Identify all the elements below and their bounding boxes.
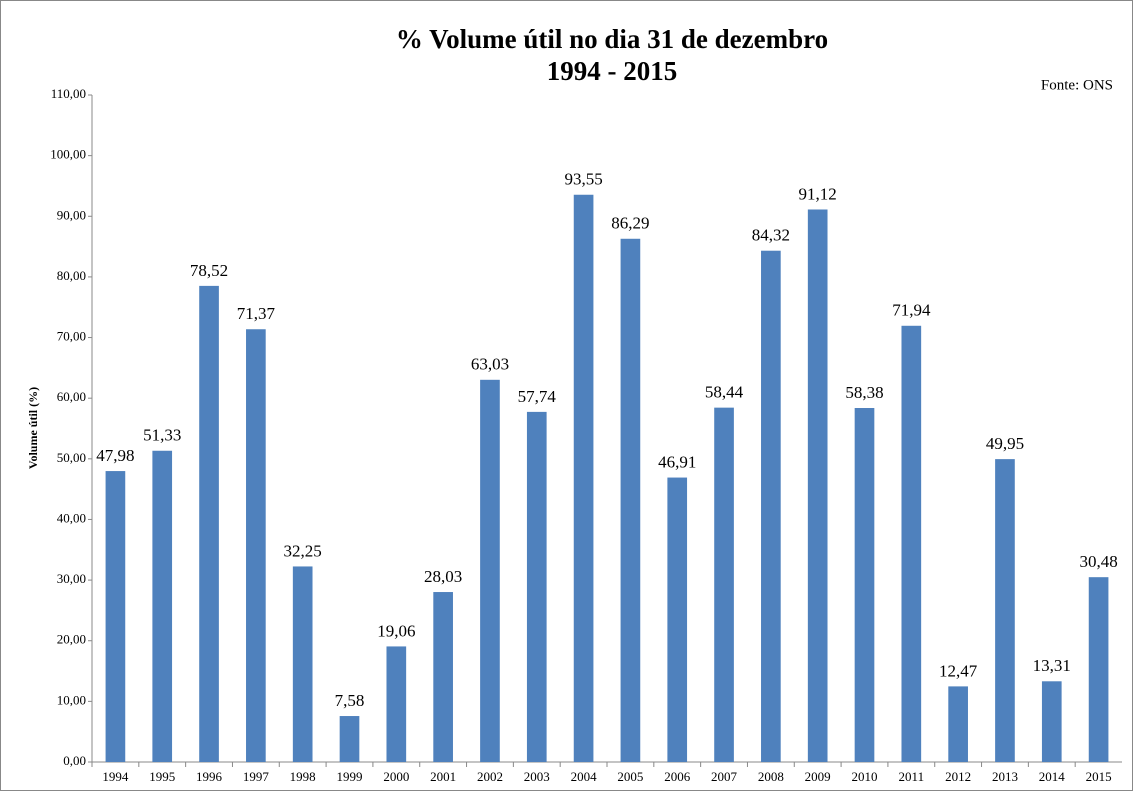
y-tick-label: 90,00 bbox=[57, 207, 86, 222]
source-note: Fonte: ONS bbox=[1041, 77, 1113, 93]
value-label: 30,48 bbox=[1079, 552, 1117, 571]
value-label: 58,44 bbox=[705, 383, 744, 402]
x-tick-label: 2003 bbox=[524, 769, 550, 784]
x-tick-label: 2011 bbox=[899, 769, 925, 784]
value-label: 13,31 bbox=[1033, 656, 1071, 675]
value-label: 28,03 bbox=[424, 567, 462, 586]
x-tick-label: 2010 bbox=[852, 769, 878, 784]
chart-subtitle: 1994 - 2015 bbox=[547, 56, 678, 86]
y-tick-label: 80,00 bbox=[57, 268, 86, 283]
x-tick-label: 1998 bbox=[290, 769, 316, 784]
x-tick-label: 2009 bbox=[805, 769, 831, 784]
value-label: 63,03 bbox=[471, 355, 509, 374]
bar bbox=[199, 285, 219, 762]
bar bbox=[339, 716, 360, 762]
bar bbox=[807, 209, 828, 763]
bar bbox=[526, 411, 547, 762]
x-tick-label: 2015 bbox=[1086, 769, 1112, 784]
x-tick-label: 2012 bbox=[945, 769, 971, 784]
chart-title: % Volume útil no dia 31 de dezembro bbox=[396, 24, 828, 54]
x-tick-label: 1997 bbox=[243, 769, 270, 784]
value-label: 12,47 bbox=[939, 661, 978, 680]
value-label: 7,58 bbox=[335, 691, 365, 710]
x-tick-label: 2001 bbox=[430, 769, 456, 784]
value-label: 93,55 bbox=[564, 170, 602, 189]
bar bbox=[105, 471, 126, 762]
value-label: 32,25 bbox=[284, 541, 322, 560]
value-label: 71,94 bbox=[892, 301, 931, 320]
bar bbox=[386, 646, 407, 762]
value-label: 91,12 bbox=[799, 184, 837, 203]
x-tick-label: 2005 bbox=[617, 769, 643, 784]
value-label: 57,74 bbox=[518, 387, 557, 406]
bar bbox=[1088, 577, 1109, 762]
bar bbox=[152, 450, 173, 762]
bar bbox=[714, 407, 734, 762]
bar bbox=[667, 477, 688, 762]
value-label: 47,98 bbox=[96, 446, 134, 465]
bar bbox=[433, 592, 453, 762]
y-tick-label: 70,00 bbox=[57, 329, 86, 344]
y-tick-label: 40,00 bbox=[57, 510, 86, 525]
y-tick-label: 0,00 bbox=[63, 753, 86, 768]
value-label: 71,37 bbox=[237, 304, 276, 323]
x-tick-label: 2002 bbox=[477, 769, 503, 784]
bar bbox=[761, 250, 781, 763]
value-label: 46,91 bbox=[658, 452, 696, 471]
bar bbox=[948, 686, 968, 762]
y-tick-label: 110,00 bbox=[51, 86, 86, 101]
bar bbox=[854, 408, 875, 762]
value-label: 84,32 bbox=[752, 226, 790, 245]
y-tick-label: 30,00 bbox=[57, 571, 86, 586]
value-label: 78,52 bbox=[190, 261, 228, 280]
y-tick-label: 100,00 bbox=[50, 147, 86, 162]
x-tick-label: 2007 bbox=[711, 769, 738, 784]
value-label: 49,95 bbox=[986, 434, 1024, 453]
y-tick-label: 10,00 bbox=[57, 692, 86, 707]
x-tick-label: 2000 bbox=[383, 769, 409, 784]
x-tick-label: 2013 bbox=[992, 769, 1018, 784]
x-tick-label: 2004 bbox=[571, 769, 598, 784]
bar bbox=[1041, 681, 1062, 762]
bar bbox=[995, 459, 1015, 762]
y-tick-label: 60,00 bbox=[57, 389, 86, 404]
value-label: 86,29 bbox=[611, 214, 649, 233]
bar bbox=[292, 566, 313, 762]
y-axis-label: Volume útil (%) bbox=[26, 387, 40, 469]
x-tick-label: 1994 bbox=[102, 769, 129, 784]
x-tick-label: 1995 bbox=[149, 769, 175, 784]
x-tick-label: 1996 bbox=[196, 769, 223, 784]
bar bbox=[573, 194, 594, 762]
value-label: 51,33 bbox=[143, 426, 181, 445]
bar bbox=[246, 329, 266, 762]
x-tick-label: 2008 bbox=[758, 769, 784, 784]
y-tick-label: 50,00 bbox=[57, 450, 86, 465]
x-tick-label: 2014 bbox=[1039, 769, 1066, 784]
x-tick-label: 1999 bbox=[337, 769, 363, 784]
x-tick-label: 2006 bbox=[664, 769, 691, 784]
bar bbox=[620, 238, 641, 763]
value-label: 19,06 bbox=[377, 621, 415, 640]
bar bbox=[480, 379, 500, 762]
value-label: 58,38 bbox=[845, 383, 883, 402]
bar bbox=[901, 325, 922, 762]
y-tick-label: 20,00 bbox=[57, 632, 86, 647]
